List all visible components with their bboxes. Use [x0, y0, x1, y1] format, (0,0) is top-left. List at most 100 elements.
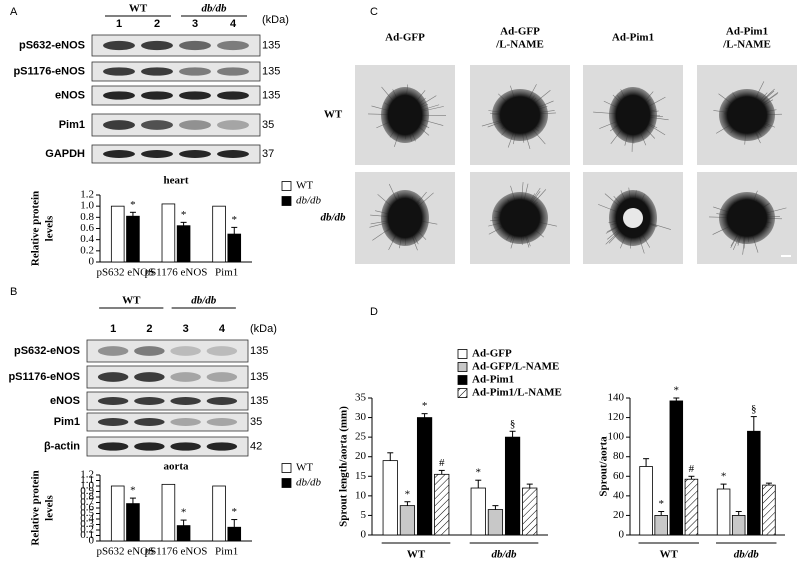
y-tick-label: 10: [355, 489, 367, 501]
y-tick-label: 120: [608, 411, 625, 423]
blot-band: [179, 67, 211, 76]
x-tick-label: WT: [407, 549, 426, 561]
blot-band: [141, 40, 173, 51]
kda-value: 135: [250, 395, 268, 407]
legend-swatch: [457, 362, 468, 372]
blot-band: [97, 397, 129, 405]
lane-number: 2: [154, 18, 160, 30]
y-tick-label: 1.0: [80, 480, 94, 492]
lane-number: 4: [230, 18, 237, 30]
y-tick-label: 15: [355, 470, 367, 482]
y-tick-label: 0.5: [80, 507, 94, 519]
blot-strip: [86, 436, 249, 457]
blot-band: [134, 442, 165, 451]
y-tick-label: 40: [613, 489, 625, 501]
x-tick-label: WT: [660, 549, 679, 561]
legend-label: Ad-Pim1/L-NAME: [472, 387, 562, 399]
y-tick-label: 100: [608, 431, 625, 443]
y-tick-label: 0.8: [80, 211, 94, 223]
bar: [161, 203, 176, 263]
y-tick-label: 0: [89, 256, 95, 268]
lane-number: 1: [116, 18, 122, 30]
legend-swatch: [281, 478, 292, 488]
x-tick-label: Pim1: [215, 267, 238, 279]
y-tick-label: 0.4: [80, 233, 94, 245]
chart-title: heart: [163, 175, 188, 187]
blot-band: [134, 418, 165, 426]
column-header: Ad-GFP: [500, 26, 540, 38]
bar: [176, 225, 191, 263]
blot-band: [97, 418, 129, 426]
bar: [416, 417, 433, 536]
y-tick-label: 30: [355, 411, 367, 423]
significance-marker: *: [232, 506, 238, 518]
significance-marker: *: [181, 507, 187, 519]
y-tick-label: 0.2: [80, 244, 94, 256]
x-tick-label: pS632 eNOS: [96, 546, 154, 558]
significance-marker: *: [721, 471, 727, 483]
row-header: WT: [324, 109, 343, 121]
legend-label: db/db: [296, 195, 322, 207]
ring-lumen: [623, 208, 643, 228]
legend-label: Ad-GFP: [472, 348, 512, 360]
significance-marker: *: [476, 467, 482, 479]
group-label: WT: [129, 3, 148, 15]
kda-value: 135: [250, 371, 268, 383]
blot-row-label: pS632-eNOS: [14, 345, 80, 357]
significance-marker: *: [658, 498, 664, 510]
bar: [731, 515, 746, 536]
blot-band: [206, 418, 238, 426]
column-header: /L-NAME: [722, 39, 771, 51]
blot-band: [97, 372, 129, 382]
y-axis-label: Relative protein: [30, 191, 42, 266]
blot-row-label: pS1176-eNOS: [8, 371, 80, 383]
bar: [684, 478, 699, 536]
blot-strip: [91, 61, 261, 82]
y-tick-label: 5: [361, 509, 367, 521]
significance-marker: *: [181, 209, 187, 221]
bar: [762, 484, 776, 536]
bar: [227, 526, 242, 542]
aortic-ring: [719, 192, 775, 244]
blot-band: [179, 40, 211, 51]
bar: [399, 505, 416, 536]
bar: [176, 525, 191, 542]
bar: [161, 483, 176, 542]
legend-label: WT: [296, 180, 313, 192]
y-tick-label: 1.0: [80, 200, 94, 212]
y-axis-label: Sprout/aorta: [598, 436, 610, 497]
blot-band: [141, 120, 173, 130]
blot-band: [217, 91, 249, 100]
blot-band: [170, 346, 201, 356]
y-tick-label: 80: [613, 450, 625, 462]
significance-marker: *: [130, 485, 136, 497]
x-tick-label: db/db: [491, 549, 517, 561]
blot-strip: [91, 85, 261, 106]
group-label: WT: [122, 295, 141, 307]
x-tick-label: db/db: [734, 549, 760, 561]
significance-marker: §: [751, 403, 757, 415]
blot-band: [179, 150, 211, 158]
kda-value: 135: [262, 39, 280, 51]
blot-band: [179, 120, 211, 130]
blot-band: [170, 372, 201, 382]
y-axis-label: levels: [44, 215, 56, 241]
blot-strip: [86, 412, 249, 432]
kda-value: 135: [262, 89, 280, 101]
lane-number: 4: [219, 323, 226, 335]
blot-strip: [86, 365, 249, 389]
bar: [669, 400, 684, 536]
aortic-ring: [381, 190, 429, 246]
y-tick-label: 0.1: [80, 529, 94, 541]
y-tick-label: 140: [608, 392, 625, 404]
legend-swatch: [281, 196, 292, 206]
blot-band: [103, 91, 135, 100]
y-axis-label: Relative protein: [30, 470, 42, 545]
bar: [110, 205, 125, 263]
blot-band: [206, 397, 238, 405]
panel-letter: B: [10, 286, 17, 298]
significance-marker: *: [405, 488, 411, 500]
blot-band: [206, 346, 238, 356]
y-tick-label: 0: [89, 535, 95, 547]
